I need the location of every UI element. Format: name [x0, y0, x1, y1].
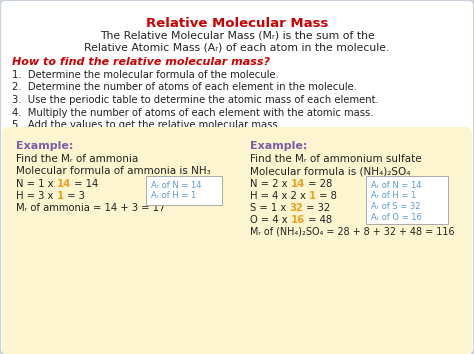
Text: Find the Mᵣ of ammonium sulfate: Find the Mᵣ of ammonium sulfate [250, 154, 422, 164]
Text: = 28: = 28 [305, 179, 332, 189]
Text: Mᵣ of (NH₄)₂SO₄ = 28 + 8 + 32 + 48 = 116: Mᵣ of (NH₄)₂SO₄ = 28 + 8 + 32 + 48 = 116 [250, 227, 455, 237]
Text: = 8: = 8 [316, 191, 337, 201]
Text: 4.  Multiply the number of atoms of each element with the atomic mass.: 4. Multiply the number of atoms of each … [12, 108, 374, 118]
Text: O = 4 x: O = 4 x [250, 215, 291, 225]
Text: 3.  Use the periodic table to determine the atomic mass of each element.: 3. Use the periodic table to determine t… [12, 95, 379, 105]
Text: = 32: = 32 [303, 203, 330, 213]
FancyBboxPatch shape [2, 127, 240, 354]
Text: H = 3 x: H = 3 x [16, 191, 56, 201]
Text: = 3: = 3 [64, 191, 84, 201]
Text: Aᵣ of N = 14: Aᵣ of N = 14 [371, 181, 421, 190]
Text: 1: 1 [309, 191, 316, 201]
Text: = 48: = 48 [305, 215, 332, 225]
Text: Aᵣ of O = 16: Aᵣ of O = 16 [371, 212, 422, 222]
Text: Aᵣ of H = 1: Aᵣ of H = 1 [371, 192, 416, 200]
Text: 14: 14 [291, 179, 305, 189]
Text: 1: 1 [56, 191, 64, 201]
Text: Molecular formula of ammonia is NH₃: Molecular formula of ammonia is NH₃ [16, 166, 211, 176]
Text: Example:: Example: [250, 141, 307, 151]
FancyBboxPatch shape [236, 127, 472, 354]
Text: The Relative Molecular Mass (Mᵣ) is the sum of the: The Relative Molecular Mass (Mᵣ) is the … [100, 31, 374, 41]
Text: 16: 16 [291, 215, 305, 225]
Text: Aᵣ of H = 1: Aᵣ of H = 1 [151, 192, 196, 200]
Text: 1.  Determine the molecular formula of the molecule.: 1. Determine the molecular formula of th… [12, 70, 279, 80]
Text: Relative Molecular Mass: Relative Molecular Mass [146, 17, 328, 30]
Text: 14: 14 [56, 179, 71, 189]
Text: How to find the relative molecular mass?: How to find the relative molecular mass? [12, 57, 270, 67]
Text: Relative Atomic Mass (Aᵣ) of each atom in the molecule.: Relative Atomic Mass (Aᵣ) of each atom i… [84, 43, 390, 53]
FancyBboxPatch shape [146, 176, 222, 205]
Text: 5.  Add the values to get the relative molecular mass.: 5. Add the values to get the relative mo… [12, 120, 281, 130]
Text: Aᵣ of N = 14: Aᵣ of N = 14 [151, 181, 201, 190]
Text: 2.  Determine the number of atoms of each element in the molecule.: 2. Determine the number of atoms of each… [12, 82, 357, 92]
Text: Mᵣ of ammonia = 14 + 3 = 17: Mᵣ of ammonia = 14 + 3 = 17 [16, 203, 165, 213]
Text: 32: 32 [289, 203, 303, 213]
Text: Molecular formula is (NH₄)₂SO₄: Molecular formula is (NH₄)₂SO₄ [250, 166, 410, 176]
Text: Aᵣ of S = 32: Aᵣ of S = 32 [371, 202, 420, 211]
Text: Find the Mᵣ of ammonia: Find the Mᵣ of ammonia [16, 154, 138, 164]
Text: S = 1 x: S = 1 x [250, 203, 289, 213]
Text: H = 4 x 2 x: H = 4 x 2 x [250, 191, 309, 201]
FancyBboxPatch shape [366, 176, 448, 224]
Text: = 14: = 14 [71, 179, 98, 189]
Text: Example:: Example: [16, 141, 73, 151]
Text: N = 2 x: N = 2 x [250, 179, 291, 189]
Text: N = 1 x: N = 1 x [16, 179, 56, 189]
